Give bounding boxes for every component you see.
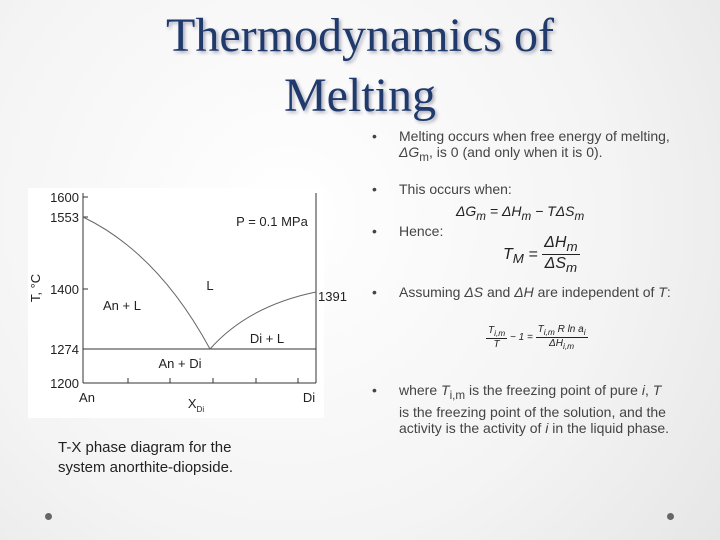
- text: M: [512, 251, 524, 267]
- corner-dot: [667, 513, 674, 520]
- bullet: •: [372, 128, 377, 144]
- tick-label: 1553: [50, 210, 79, 225]
- text: T: [537, 324, 544, 335]
- text: is the freezing point of pure: [465, 382, 642, 398]
- text: i,m: [449, 388, 466, 402]
- denominator: T: [493, 339, 500, 350]
- tick-label: 1600: [50, 190, 79, 205]
- text: Assuming: [399, 284, 465, 300]
- bullet-text: Assuming ΔS and ΔH are independent of T:: [399, 284, 671, 300]
- text: ΔG: [456, 203, 477, 219]
- fraction: Ti,m R ln ai ΔHi,m: [535, 324, 588, 351]
- text: in the liquid phase.: [548, 419, 670, 436]
- text: − 1 =: [507, 332, 536, 344]
- fraction: ΔHm ΔSm: [542, 234, 580, 275]
- text: T: [488, 325, 495, 336]
- equation: TM = ΔHm ΔSm: [503, 234, 580, 275]
- text: are independent of: [533, 284, 659, 300]
- liquidus-an: [82, 216, 211, 350]
- text: ΔH: [549, 338, 563, 349]
- y-axis-label: T, °C: [28, 274, 43, 302]
- text: = ΔH: [486, 203, 522, 219]
- text: ΔH: [544, 234, 567, 251]
- text: =: [528, 245, 538, 263]
- text: ΔG: [399, 144, 420, 160]
- x-axis-label-main: X: [188, 396, 197, 411]
- text: T: [503, 245, 513, 263]
- text: This occurs when:: [399, 181, 512, 197]
- bullet: •: [372, 223, 377, 239]
- fraction: Ti,m T: [486, 325, 508, 350]
- text: Melting occurs when free energy of melti…: [399, 128, 670, 144]
- text: i,m: [494, 328, 506, 338]
- equation: ΔGm = ΔHm − TΔSm: [456, 203, 584, 223]
- x-end-label: An: [79, 390, 95, 405]
- text: :: [666, 284, 671, 300]
- text: m: [574, 209, 585, 223]
- text: m: [419, 150, 430, 164]
- text: ΔS: [464, 284, 484, 300]
- x-axis-label: XDi: [188, 396, 204, 414]
- text: m: [566, 239, 578, 255]
- text: where: [399, 382, 442, 398]
- region-label: An + Di: [159, 356, 202, 371]
- equation: Ti,m T − 1 = Ti,m R ln ai ΔHi,m: [486, 324, 588, 351]
- text: i: [641, 382, 645, 398]
- region-label: L: [206, 278, 213, 293]
- diagram-lines: [82, 193, 317, 384]
- text: m: [476, 209, 487, 223]
- tick-label: 1400: [50, 282, 79, 297]
- bullet-text: where Ti,m is the freezing point of pure…: [399, 382, 671, 436]
- pressure-label: P = 0.1 MPa: [236, 214, 308, 229]
- phase-diagram: 1600 1553 1400 1274 1200 T, °C P = 0.1 M…: [28, 188, 324, 418]
- text: T: [658, 284, 667, 300]
- numerator: ΔHm: [542, 234, 580, 256]
- region-label: Di + L: [250, 331, 284, 346]
- text: T: [652, 382, 662, 398]
- text: T: [441, 382, 450, 398]
- numerator: Ti,m R ln ai: [535, 324, 588, 338]
- liquidus-di: [209, 291, 317, 350]
- text: m: [521, 209, 532, 223]
- right-label: 1391: [318, 289, 347, 304]
- text: i: [545, 419, 549, 436]
- denominator: ΔHi,m: [536, 338, 588, 351]
- caption: T-X phase diagram for the system anorthi…: [58, 439, 234, 476]
- text: m: [565, 260, 578, 276]
- text: R ln a: [557, 324, 584, 335]
- tick-label: 1200: [50, 376, 79, 391]
- x-axis-label-sub: Di: [197, 405, 205, 414]
- text: and: [483, 284, 515, 300]
- title-line: Thermodynamics of: [166, 9, 554, 62]
- bullet-text: Hence:: [399, 223, 671, 239]
- text: Hence:: [399, 223, 444, 239]
- text: − TΔS: [531, 203, 575, 219]
- tick-label: 1274: [50, 342, 79, 357]
- bullet: •: [372, 284, 377, 300]
- text: ΔS: [544, 255, 566, 273]
- bullet-text: This occurs when:: [399, 181, 671, 197]
- text: i,m: [562, 341, 575, 351]
- corner-dot: [45, 513, 52, 520]
- region-label: An + L: [103, 298, 141, 313]
- title-line: Melting: [284, 69, 436, 122]
- diagram-bg: [28, 188, 324, 418]
- x-end-label: Di: [303, 390, 315, 405]
- text: ,: [644, 382, 653, 398]
- text: i: [583, 327, 586, 337]
- text: , is 0 (and only when it is 0).: [429, 144, 603, 160]
- numerator: Ti,m: [486, 325, 508, 339]
- text: i,m: [543, 327, 555, 337]
- bullet: •: [372, 382, 377, 398]
- text: ΔH: [514, 284, 534, 300]
- bullet: •: [372, 181, 377, 197]
- denominator: ΔSm: [542, 255, 579, 275]
- bullet-text: Melting occurs when free energy of melti…: [399, 128, 671, 166]
- text: is the freezing point of the solution, a…: [399, 403, 666, 436]
